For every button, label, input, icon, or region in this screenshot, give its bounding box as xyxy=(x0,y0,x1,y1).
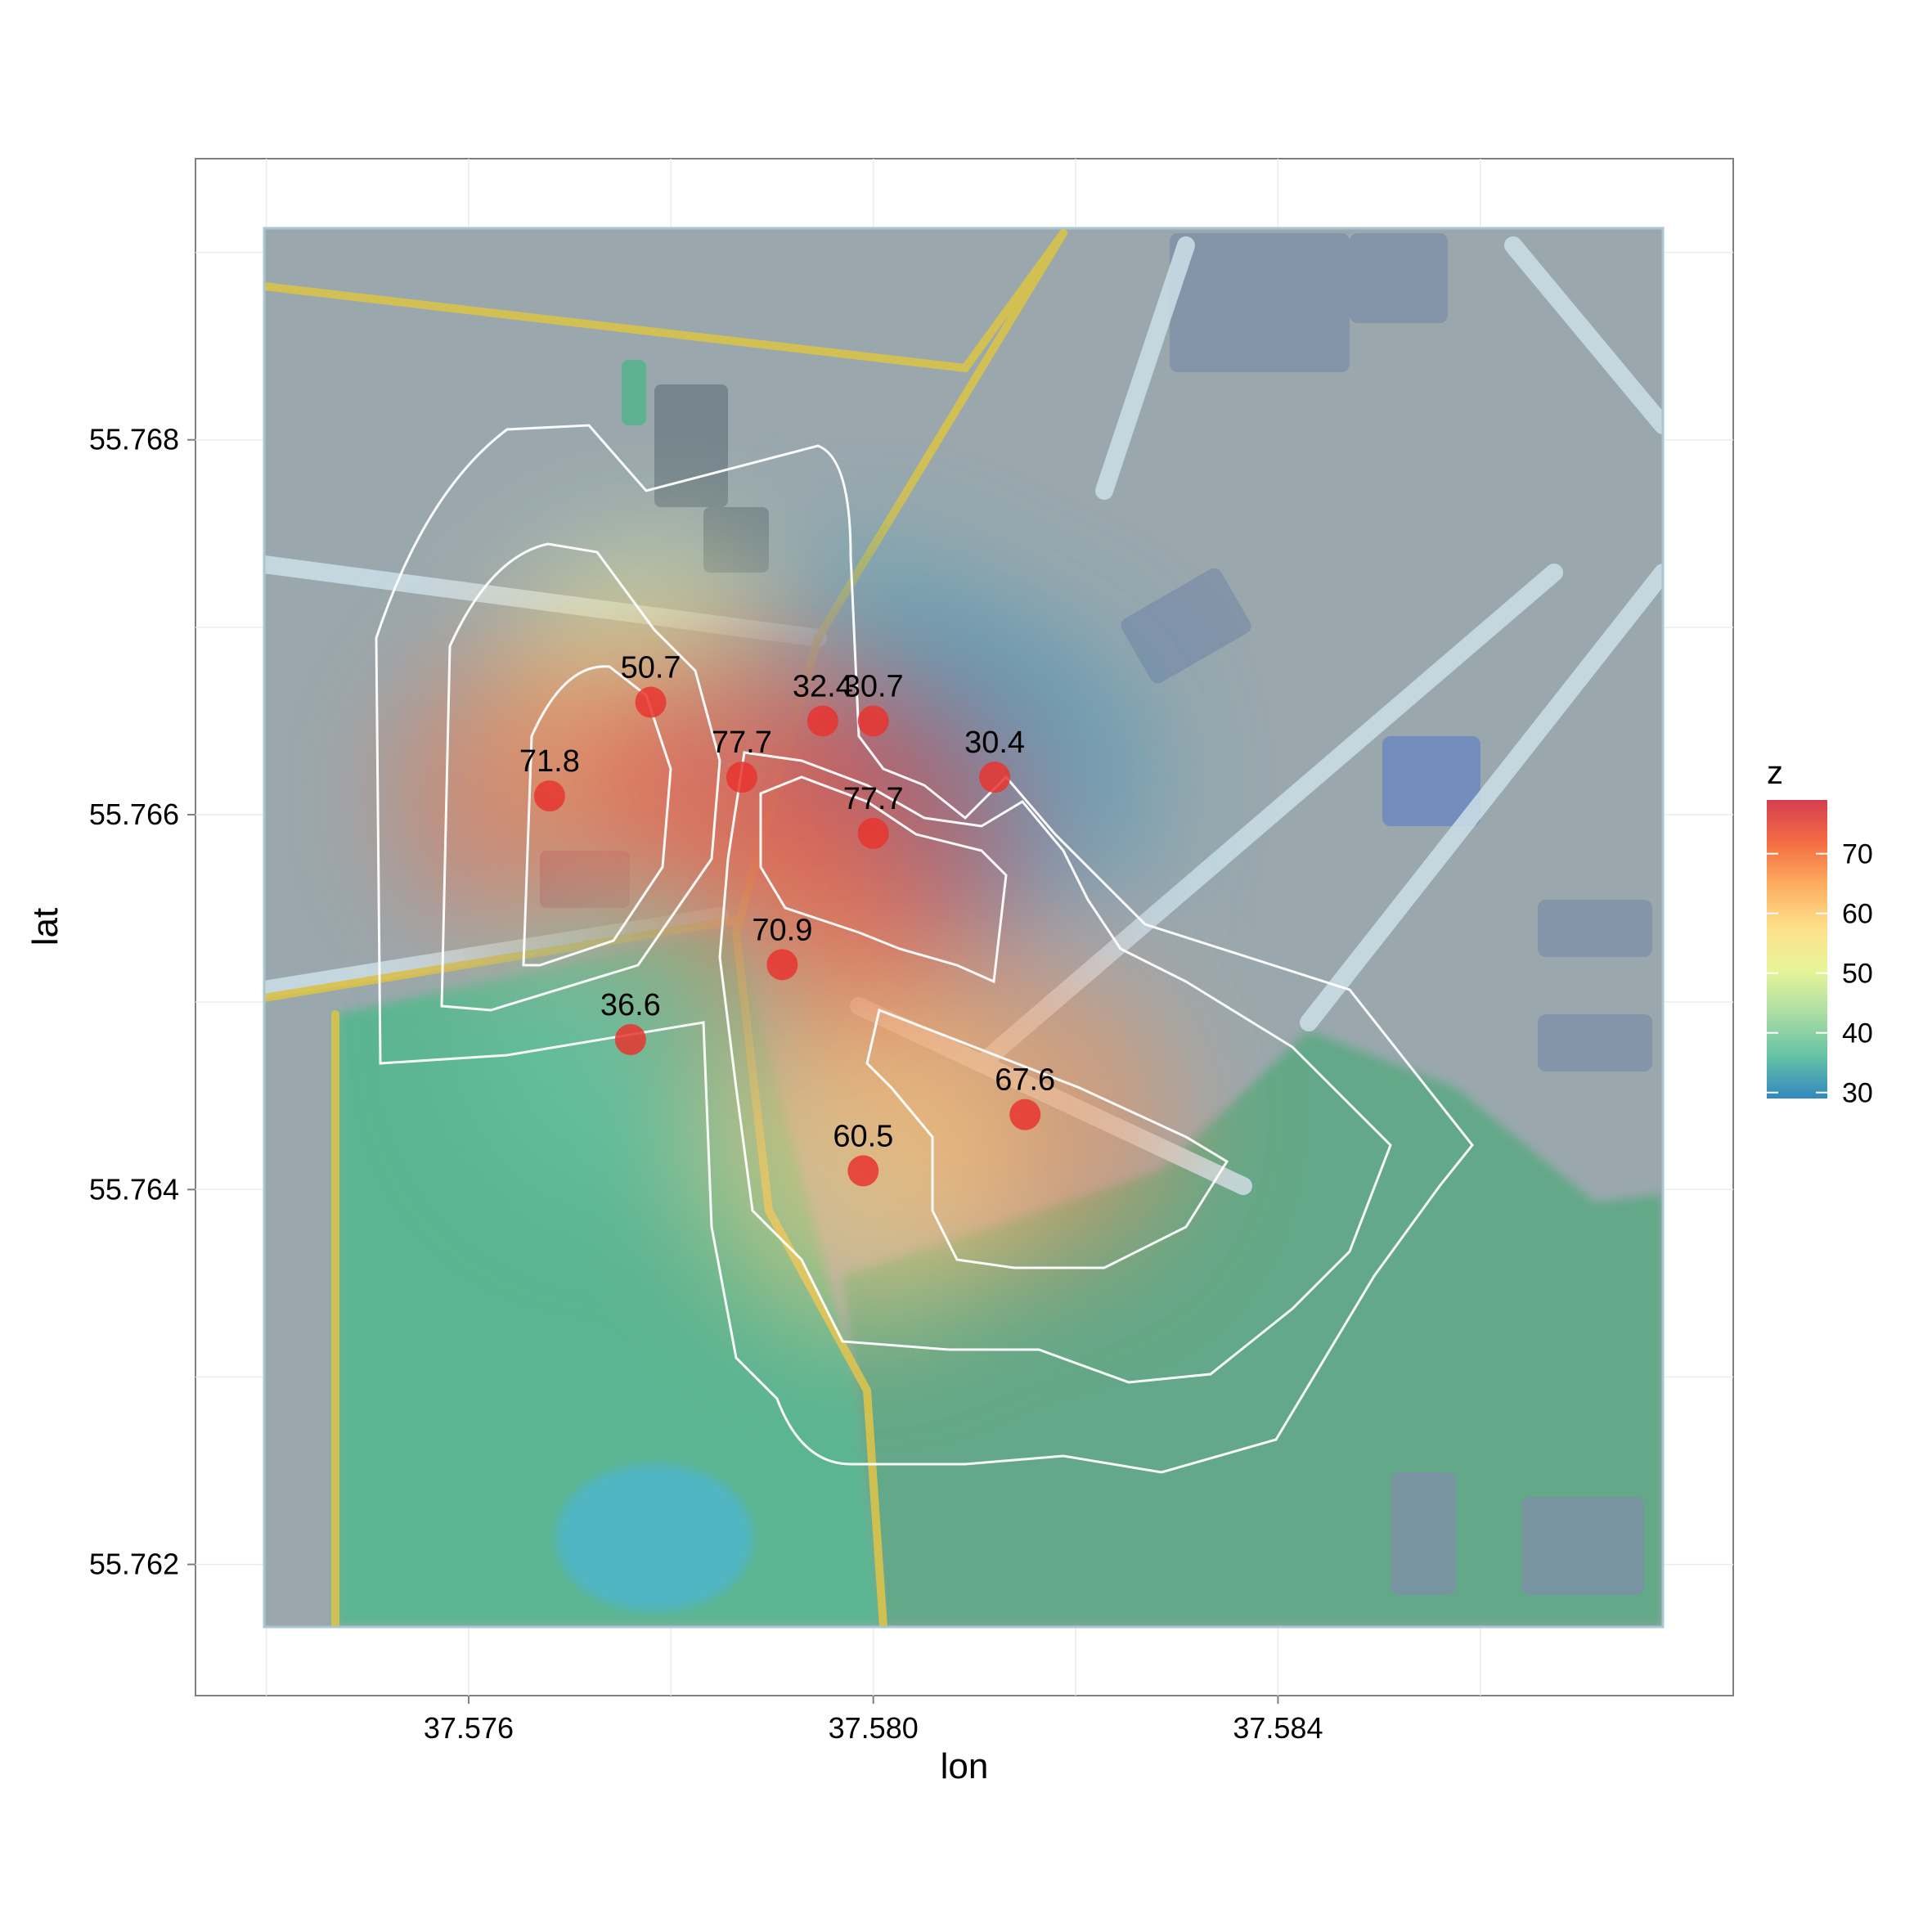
legend-label: 30 xyxy=(1842,1078,1873,1109)
contour-outer xyxy=(375,424,1474,1474)
point-label: 77.7 xyxy=(712,726,772,760)
point-label: 36.6 xyxy=(600,988,661,1022)
x-axis: 37.576 37.580 37.584 xyxy=(424,1696,1323,1745)
data-point xyxy=(857,817,889,849)
contour-inner-right xyxy=(865,1008,1229,1269)
legend-colorbar xyxy=(1767,800,1827,1099)
point-label: 70.9 xyxy=(752,913,812,947)
point-label: 32.4 xyxy=(793,669,853,703)
data-point xyxy=(847,1155,879,1187)
point-label: 60.5 xyxy=(833,1119,893,1153)
y-axis-title: lat xyxy=(25,908,65,946)
contour-inner-center xyxy=(759,775,1008,984)
data-point xyxy=(979,762,1011,793)
data-point xyxy=(806,705,838,737)
basemap xyxy=(264,228,1663,1627)
contour-mid-right xyxy=(718,751,1392,1384)
legend-label: 70 xyxy=(1842,839,1873,870)
contour-mid-left xyxy=(440,542,721,1012)
x-tick-label: 37.584 xyxy=(1233,1711,1323,1745)
x-tick-label: 37.576 xyxy=(424,1711,514,1745)
x-axis-title: lon xyxy=(941,1746,989,1786)
contour-lines xyxy=(375,424,1474,1474)
y-tick-label: 55.762 xyxy=(89,1548,179,1581)
point-label: 71.8 xyxy=(519,744,580,779)
legend-label: 50 xyxy=(1842,959,1873,990)
data-point xyxy=(1009,1099,1041,1130)
data-labels: 30.732.4 30.4 50.7 71.8 77.7 77.7 70.9 36.6 67.6… xyxy=(519,651,1055,1154)
contour-inner-left xyxy=(522,665,672,967)
data-point xyxy=(635,686,667,718)
data-point xyxy=(726,762,757,793)
data-point xyxy=(533,780,565,812)
map-frame xyxy=(263,227,1665,1629)
legend-label: 60 xyxy=(1842,899,1873,930)
y-tick-label: 55.766 xyxy=(89,798,179,831)
point-label: 77.7 xyxy=(843,782,904,816)
data-point xyxy=(857,705,889,737)
legend: z 70 60 50 40 30 xyxy=(1767,755,1873,1109)
x-tick-label: 37.580 xyxy=(829,1711,919,1745)
point-label: 30.4 xyxy=(964,726,1025,760)
point-label: 30.7 xyxy=(843,669,904,703)
data-points xyxy=(533,686,1041,1187)
legend-label: 40 xyxy=(1842,1018,1873,1049)
y-tick-label: 55.764 xyxy=(89,1172,179,1206)
point-label: 67.6 xyxy=(995,1063,1055,1098)
y-tick-label: 55.768 xyxy=(89,423,179,456)
point-label: 50.7 xyxy=(621,651,681,685)
y-axis: 55.762 55.764 55.766 55.768 xyxy=(89,423,195,1581)
data-point xyxy=(614,1023,646,1055)
legend-title: z xyxy=(1767,755,1783,791)
data-point xyxy=(766,949,798,981)
